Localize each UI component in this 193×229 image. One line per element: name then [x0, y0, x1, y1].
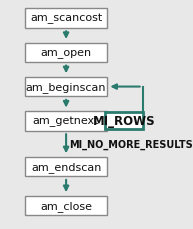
- Text: am_beginscan: am_beginscan: [26, 82, 106, 93]
- FancyBboxPatch shape: [25, 43, 107, 63]
- FancyBboxPatch shape: [25, 77, 107, 97]
- FancyBboxPatch shape: [25, 112, 107, 131]
- Text: am_getnext: am_getnext: [33, 116, 99, 126]
- Text: am_scancost: am_scancost: [30, 14, 102, 24]
- Text: am_endscan: am_endscan: [31, 161, 101, 172]
- Text: am_close: am_close: [40, 200, 92, 211]
- Text: MI_NO_MORE_RESULTS: MI_NO_MORE_RESULTS: [69, 139, 193, 149]
- Text: MI_ROWS: MI_ROWS: [93, 115, 155, 128]
- FancyBboxPatch shape: [25, 9, 107, 29]
- FancyBboxPatch shape: [25, 157, 107, 177]
- FancyBboxPatch shape: [106, 113, 143, 130]
- FancyBboxPatch shape: [25, 196, 107, 215]
- Text: am_open: am_open: [41, 48, 92, 58]
